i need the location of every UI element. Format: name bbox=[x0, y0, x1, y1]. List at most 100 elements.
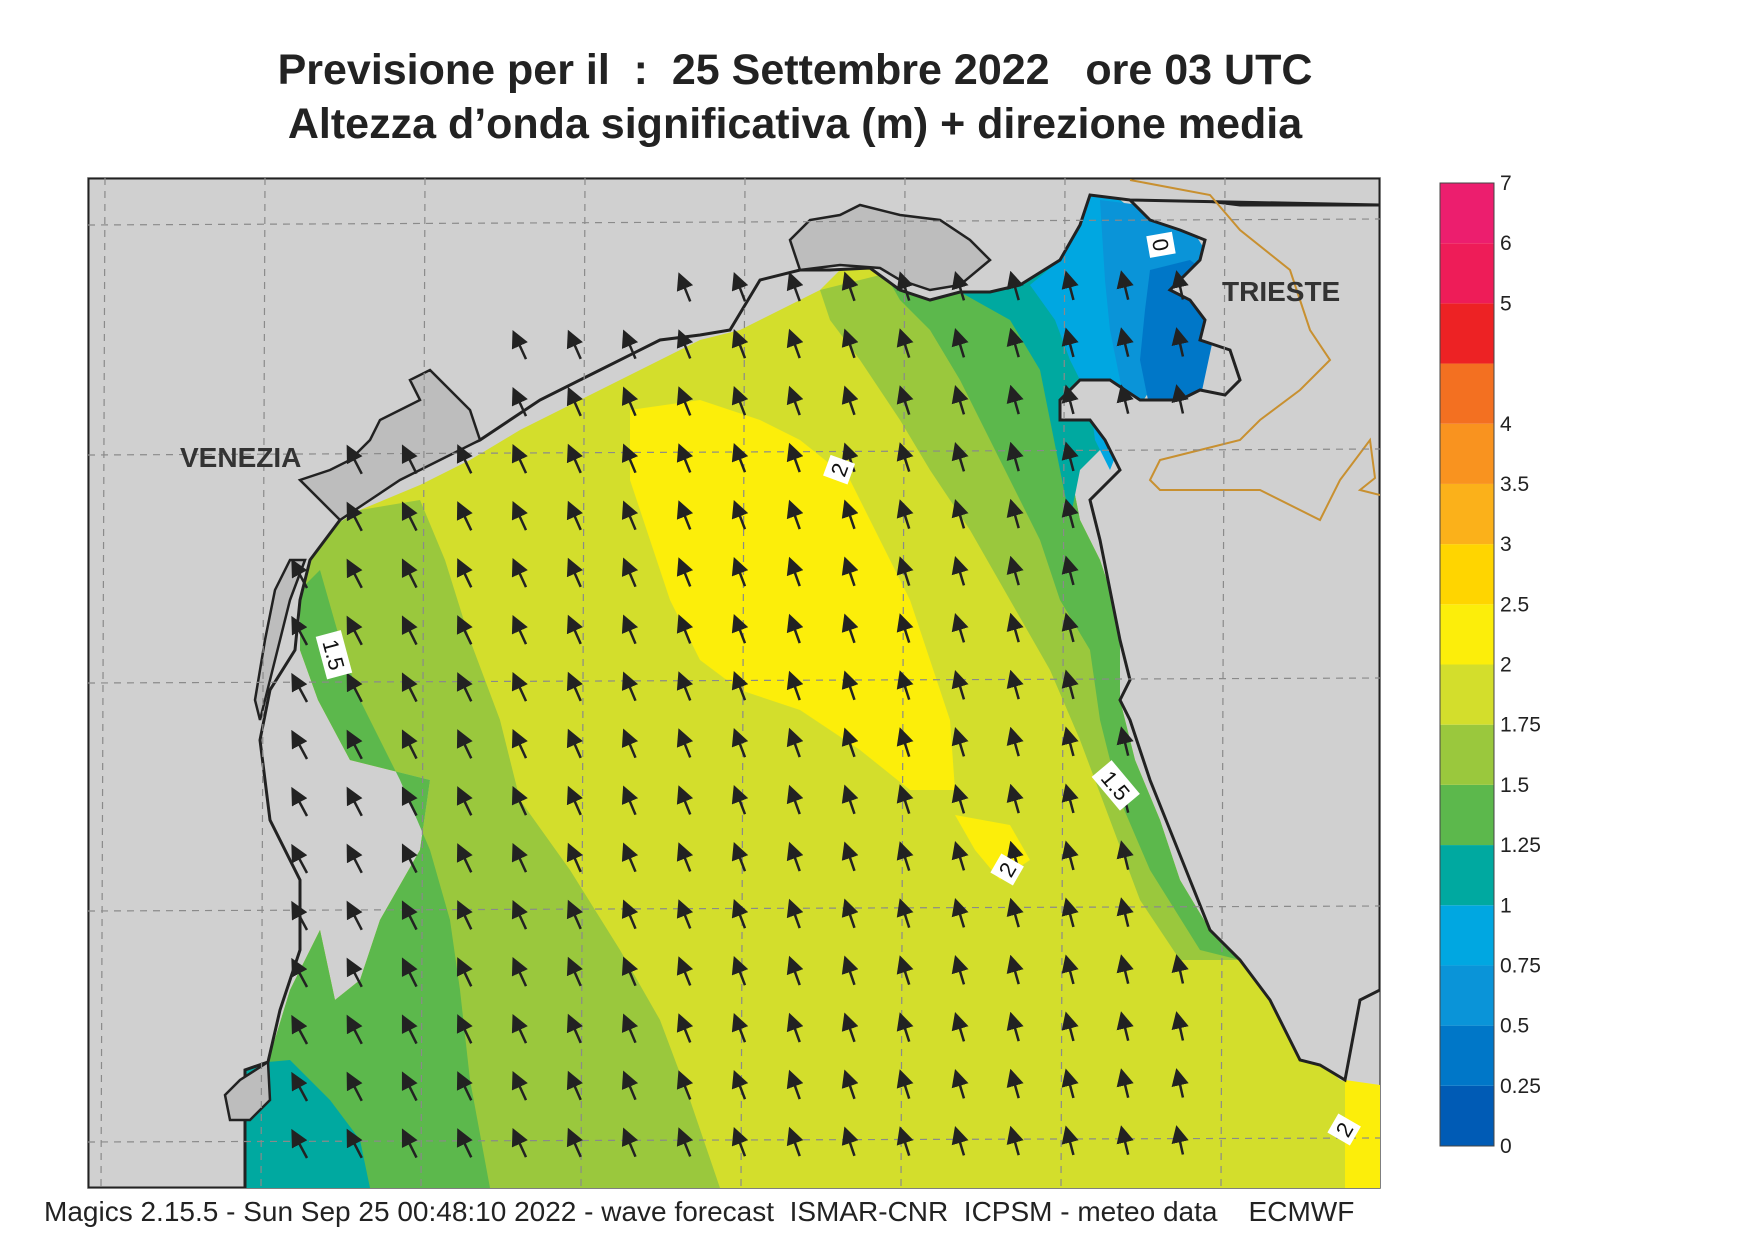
direction-arrow bbox=[951, 328, 969, 358]
direction-arrow bbox=[786, 556, 804, 587]
direction-arrow bbox=[566, 842, 583, 873]
direction-arrow bbox=[1006, 783, 1024, 814]
direction-arrow bbox=[456, 843, 473, 873]
direction-arrow bbox=[1116, 897, 1134, 927]
direction-arrow bbox=[401, 1071, 418, 1102]
direction-arrow bbox=[1061, 384, 1079, 415]
direction-arrow bbox=[566, 728, 583, 759]
direction-arrow bbox=[621, 728, 639, 759]
direction-arrow bbox=[511, 614, 528, 645]
direction-arrow bbox=[951, 556, 969, 586]
direction-arrow bbox=[841, 271, 859, 302]
direction-arrow bbox=[1061, 498, 1079, 529]
direction-arrow bbox=[566, 329, 583, 360]
direction-arrow bbox=[841, 385, 859, 416]
direction-arrow bbox=[786, 955, 804, 986]
direction-arrow bbox=[621, 842, 639, 873]
direction-arrow bbox=[291, 1014, 309, 1045]
direction-arrow bbox=[786, 841, 804, 872]
direction-arrow bbox=[786, 271, 804, 302]
direction-arrow bbox=[346, 1014, 363, 1045]
direction-arrow bbox=[1171, 1011, 1189, 1041]
direction-arrow bbox=[896, 385, 914, 415]
footer-credits: Magics 2.15.5 - Sun Sep 25 00:48:10 2022… bbox=[44, 1196, 1355, 1227]
direction-arrow bbox=[511, 329, 528, 360]
direction-arrow bbox=[896, 328, 914, 358]
direction-arrow bbox=[401, 900, 418, 931]
direction-arrow bbox=[566, 557, 583, 588]
direction-arrow bbox=[951, 784, 969, 814]
direction-arrow bbox=[676, 500, 694, 530]
direction-arrow bbox=[621, 557, 639, 588]
direction-arrow bbox=[621, 443, 639, 474]
direction-arrow bbox=[731, 727, 749, 758]
direction-arrow bbox=[346, 786, 363, 817]
colorbar-tick-label: 0.5 bbox=[1500, 1015, 1529, 1038]
direction-arrow bbox=[621, 1070, 639, 1101]
direction-arrow bbox=[951, 898, 969, 928]
direction-arrow bbox=[896, 1012, 914, 1042]
direction-arrow bbox=[291, 729, 309, 760]
contour-label: 2 bbox=[823, 454, 856, 485]
direction-arrow bbox=[511, 842, 528, 873]
direction-arrow bbox=[401, 444, 418, 475]
direction-arrow bbox=[456, 558, 473, 588]
direction-arrow bbox=[456, 786, 473, 816]
border-line bbox=[1129, 179, 1380, 522]
colorbar-swatch bbox=[1440, 1025, 1494, 1086]
direction-arrow bbox=[456, 615, 473, 645]
direction-arrow bbox=[291, 786, 309, 817]
direction-arrow bbox=[511, 671, 528, 702]
direction-arrow bbox=[401, 672, 418, 703]
direction-arrow bbox=[676, 785, 694, 815]
direction-arrow bbox=[621, 1127, 639, 1158]
direction-arrow bbox=[676, 956, 694, 986]
direction-arrow bbox=[1061, 1011, 1079, 1042]
direction-arrow bbox=[1006, 954, 1024, 985]
direction-arrow bbox=[1116, 726, 1134, 756]
direction-arrow bbox=[896, 499, 914, 529]
direction-arrow bbox=[511, 443, 528, 474]
colorbar-swatch bbox=[1440, 905, 1494, 966]
direction-arrow bbox=[621, 329, 639, 360]
direction-arrow bbox=[621, 500, 639, 531]
colorbar-tick-label: 1.75 bbox=[1500, 714, 1541, 737]
direction-arrow bbox=[511, 1013, 528, 1044]
direction-arrow bbox=[401, 843, 418, 874]
direction-arrow bbox=[1116, 840, 1134, 870]
colorbar-swatch bbox=[1440, 664, 1494, 725]
direction-arrow bbox=[1116, 1125, 1134, 1155]
colorbar-swatch bbox=[1440, 604, 1494, 665]
direction-arrow bbox=[676, 557, 694, 587]
direction-arrow bbox=[731, 955, 749, 986]
direction-arrow bbox=[896, 613, 914, 643]
direction-arrow bbox=[896, 1069, 914, 1099]
direction-arrow bbox=[1061, 897, 1079, 928]
direction-arrow bbox=[346, 729, 363, 760]
direction-arrow bbox=[951, 613, 969, 643]
direction-arrow bbox=[731, 784, 749, 815]
direction-arrow bbox=[896, 1126, 914, 1156]
direction-arrow bbox=[1061, 612, 1079, 643]
direction-arrow bbox=[786, 613, 804, 644]
direction-arrow bbox=[1006, 669, 1024, 700]
direction-arrow bbox=[896, 841, 914, 871]
colorbar-tick-label: 7 bbox=[1500, 172, 1512, 195]
direction-arrow bbox=[346, 672, 363, 703]
direction-arrow bbox=[951, 499, 969, 529]
direction-arrow bbox=[566, 614, 583, 645]
direction-arrow bbox=[841, 784, 859, 815]
direction-arrow bbox=[731, 1126, 749, 1157]
direction-arrow bbox=[291, 1128, 309, 1159]
direction-arrow bbox=[786, 1126, 804, 1157]
direction-arrow bbox=[511, 557, 528, 588]
direction-arrow bbox=[621, 386, 639, 417]
direction-arrow bbox=[676, 443, 694, 473]
contour-label: 2 bbox=[990, 853, 1024, 886]
direction-arrow bbox=[1116, 1011, 1134, 1041]
direction-arrow bbox=[1006, 441, 1024, 472]
direction-arrow bbox=[841, 1126, 859, 1157]
colorbar-tick-label: 1 bbox=[1500, 894, 1512, 917]
direction-arrow bbox=[291, 843, 309, 874]
direction-arrow bbox=[1171, 1125, 1189, 1155]
